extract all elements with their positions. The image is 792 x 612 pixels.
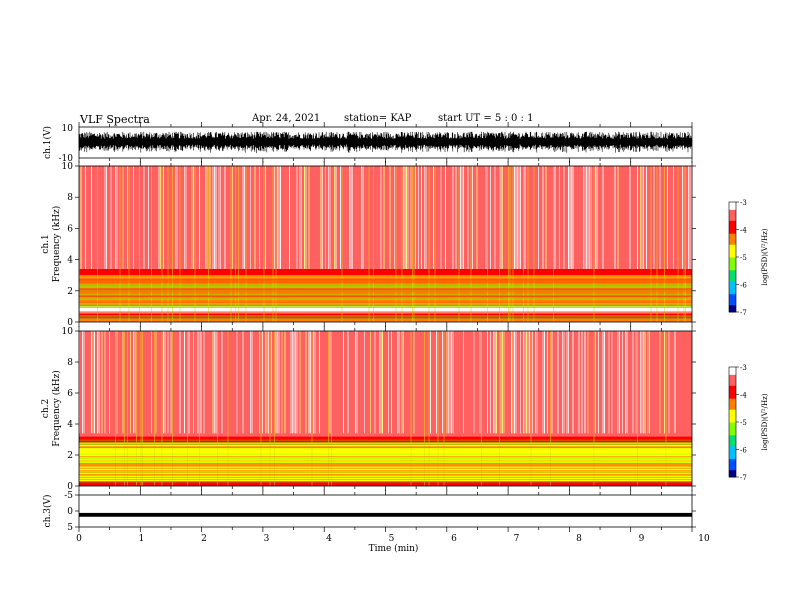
ch3-yticks: 5 0 -5	[64, 491, 696, 533]
ch1-waveform-panel: 10 -10 ch.1(V)	[42, 124, 693, 164]
y-tick-label: 2	[67, 451, 73, 461]
ch1-colorbar: -3 -4 -5 -6 -7 log(PSD)(V²/Hz)	[728, 199, 769, 317]
ch1-spectrogram-band	[79, 268, 692, 276]
y-tick-label: -5	[64, 491, 73, 501]
x-tick-label: 6	[451, 534, 457, 544]
y-tick-label: 6	[67, 389, 73, 399]
ch2-colorbar: -3 -4 -5 -6 -7 log(PSD)(V²/Hz)	[728, 364, 769, 482]
ch1-spectrogram-band	[79, 306, 692, 313]
ch1-spectrogram-yticks: 0 2 4 6 8 10	[62, 162, 696, 328]
colorbar-tick-label: -3	[740, 199, 747, 207]
ch3-waveform-panel: ch.3(V) 0 1 2 3 4 5 6 7 8 9 10 Time (min)	[42, 495, 710, 554]
x-tick-label: 8	[576, 534, 582, 544]
y-tick-label: 10	[62, 327, 74, 337]
y-tick-label: 10	[62, 124, 74, 134]
ch2-spectrogram-band	[79, 331, 692, 437]
colorbar-tick-label: -5	[740, 254, 747, 262]
start-time-label: start UT = 5 : 0 : 1	[438, 113, 534, 124]
ch2-spectrogram-texture	[79, 331, 692, 486]
ch2-spectrogram-ylabel: Frequency (kHz)	[51, 370, 62, 447]
colorbar-tick-label: -7	[740, 474, 747, 482]
colorbar-tick-label: -5	[740, 419, 747, 427]
colorbar-label: log(PSD)(V²/Hz)	[761, 228, 769, 285]
x-tick-label: 7	[514, 534, 520, 544]
y-tick-label: 0	[67, 482, 73, 492]
ch1-spectrogram-band	[79, 318, 692, 322]
y-tick-label: 8	[67, 193, 73, 203]
x-tick-label: 10	[698, 534, 710, 544]
x-tick-label: 5	[389, 534, 395, 544]
ch1-spectrogram-panel: ch.1 Frequency (kHz)	[41, 165, 693, 323]
colorbar-tick-label: -3	[740, 364, 747, 372]
ch2-spectrogram-band	[79, 481, 692, 486]
colorbar-tick-label: -6	[740, 447, 747, 455]
y-tick-label: 5	[67, 523, 73, 533]
y-tick-label: 0	[67, 318, 73, 328]
ch1-spectrogram-channel-label: ch.1	[41, 234, 51, 253]
ch3-signal-line	[79, 512, 692, 517]
station-label: station= KAP	[344, 113, 412, 124]
ch1-waveform-ylabel: ch.1(V)	[42, 126, 53, 159]
y-tick-label: 6	[67, 224, 73, 234]
x-tick-label: 1	[139, 534, 145, 544]
y-tick-label: 8	[67, 358, 73, 368]
x-tick-label: 9	[639, 534, 645, 544]
ch2-spectrogram-channel-label: ch.2	[41, 399, 51, 418]
colorbar-label: log(PSD)(V²/Hz)	[761, 393, 769, 450]
ch2-spectrogram-band	[79, 436, 692, 443]
y-tick-label: -10	[59, 154, 74, 164]
y-tick-label: 0	[67, 507, 73, 517]
y-tick-label: 10	[62, 162, 74, 172]
time-axis-ticks	[78, 490, 693, 532]
colorbar-tick-label: -4	[740, 227, 747, 235]
x-axis-label: Time (min)	[369, 543, 419, 554]
ch1-spectrogram-ylabel: Frequency (kHz)	[51, 206, 62, 283]
ch1-spectrogram-texture	[79, 166, 692, 322]
x-tick-label: 3	[264, 534, 270, 544]
colorbar-tick-label: -6	[740, 282, 747, 290]
ch2-spectrogram-panel: ch.2 Frequency (kHz)	[41, 330, 693, 487]
y-tick-label: 4	[67, 256, 73, 266]
figure-title: VLF Spectra	[80, 113, 150, 126]
colorbar-tick-label: -7	[740, 309, 747, 317]
ch3-waveform-ylabel: ch.3(V)	[42, 495, 53, 528]
date-label: Apr. 24, 2021	[252, 113, 321, 124]
ch1-spectrogram-band	[79, 166, 692, 269]
y-tick-label: 4	[67, 420, 73, 430]
x-tick-label: 2	[201, 534, 207, 544]
colorbar-tick-label: -4	[740, 392, 747, 400]
x-tick-label: 4	[326, 534, 332, 544]
ch1-signal-line	[78, 131, 692, 154]
ch2-spectrogram-yticks: 0 2 4 6 8 10	[62, 327, 696, 492]
x-tick-label: 0	[76, 534, 82, 544]
ch3-waveform-frame	[78, 494, 693, 528]
y-tick-label: 2	[67, 287, 73, 297]
